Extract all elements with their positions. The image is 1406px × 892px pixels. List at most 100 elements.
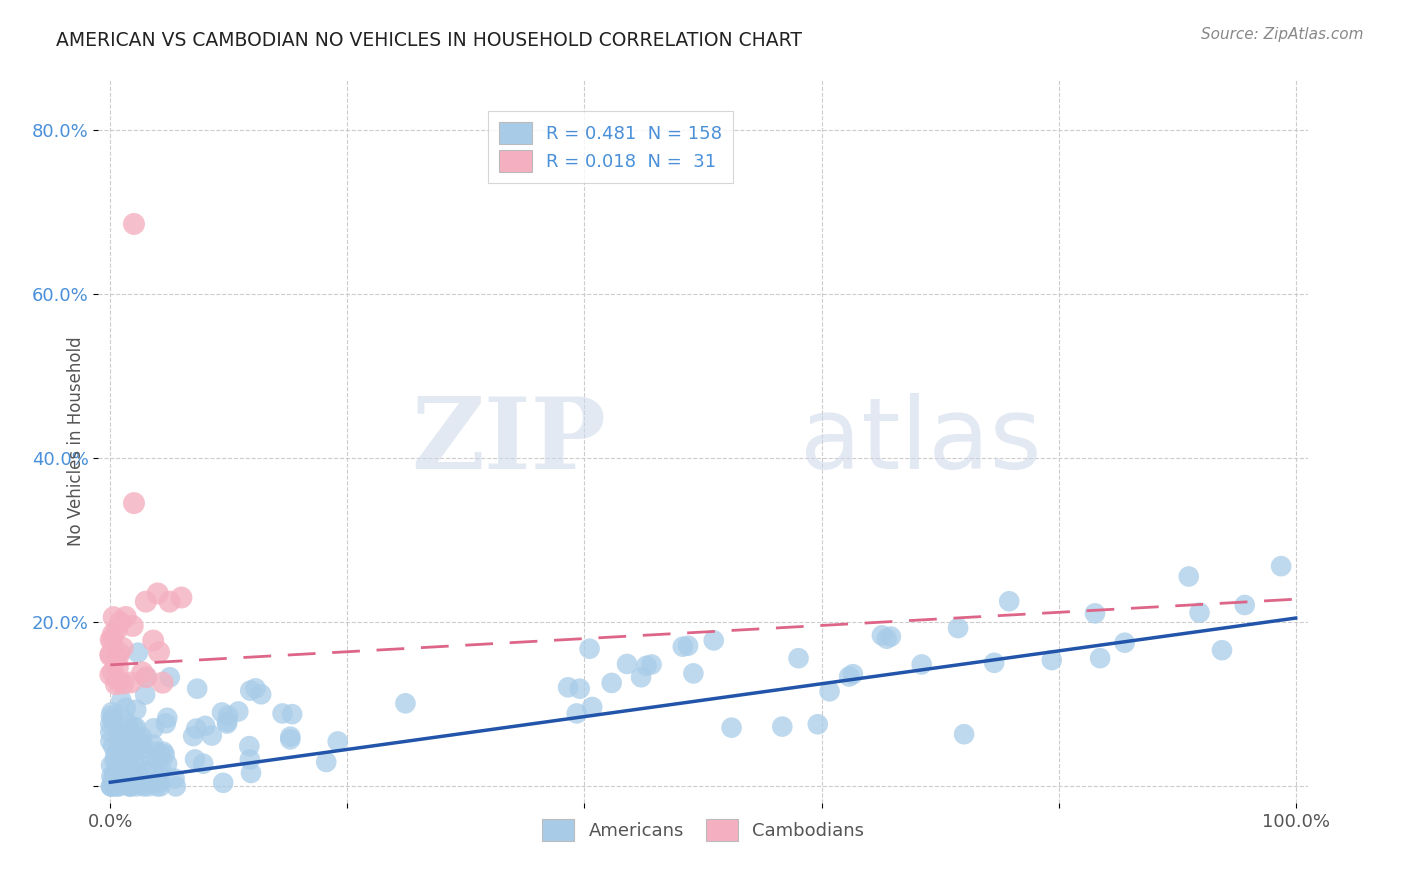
Point bbox=[117, 729, 139, 743]
Text: ZIP: ZIP bbox=[412, 393, 606, 490]
Point bbox=[211, 706, 233, 720]
Point bbox=[676, 639, 699, 653]
Point bbox=[103, 739, 125, 754]
Point bbox=[100, 780, 122, 794]
Point bbox=[98, 717, 121, 731]
Point bbox=[120, 780, 142, 794]
Point bbox=[703, 633, 725, 648]
Point bbox=[107, 744, 129, 758]
Point bbox=[838, 669, 860, 683]
Point bbox=[568, 681, 591, 696]
Point bbox=[394, 696, 416, 710]
Point bbox=[107, 725, 129, 739]
Point bbox=[121, 619, 143, 633]
Point bbox=[108, 780, 131, 794]
Point bbox=[100, 734, 122, 748]
Point bbox=[770, 720, 793, 734]
Point bbox=[149, 780, 172, 794]
Point bbox=[104, 677, 127, 691]
Point bbox=[104, 748, 127, 763]
Y-axis label: No Vehicles in Household: No Vehicles in Household bbox=[66, 336, 84, 547]
Point bbox=[108, 645, 131, 659]
Point bbox=[186, 681, 208, 696]
Point bbox=[1114, 636, 1136, 650]
Point bbox=[720, 721, 742, 735]
Point bbox=[111, 640, 134, 655]
Point bbox=[184, 752, 207, 766]
Point bbox=[636, 658, 658, 673]
Point bbox=[117, 719, 139, 733]
Point bbox=[101, 665, 124, 679]
Point bbox=[146, 754, 169, 768]
Point bbox=[110, 756, 132, 771]
Point bbox=[108, 741, 131, 756]
Point bbox=[118, 743, 141, 757]
Point bbox=[122, 738, 145, 752]
Point bbox=[100, 706, 122, 720]
Point bbox=[103, 767, 125, 781]
Point bbox=[118, 780, 141, 794]
Point bbox=[315, 755, 337, 769]
Point bbox=[217, 714, 239, 729]
Point bbox=[911, 657, 934, 672]
Point bbox=[1088, 651, 1111, 665]
Point bbox=[114, 701, 136, 715]
Point bbox=[170, 591, 193, 605]
Point bbox=[983, 656, 1005, 670]
Point bbox=[165, 780, 187, 794]
Point bbox=[101, 632, 124, 647]
Point bbox=[870, 628, 893, 642]
Point bbox=[998, 594, 1021, 608]
Point bbox=[201, 729, 224, 743]
Point bbox=[114, 740, 136, 755]
Point bbox=[1084, 607, 1107, 621]
Point bbox=[107, 674, 129, 689]
Point bbox=[226, 705, 249, 719]
Point bbox=[807, 717, 830, 731]
Point bbox=[103, 711, 125, 725]
Point bbox=[115, 756, 138, 770]
Point bbox=[142, 738, 165, 752]
Point bbox=[159, 670, 181, 684]
Point bbox=[149, 747, 172, 762]
Point bbox=[1233, 598, 1256, 612]
Point bbox=[101, 772, 124, 786]
Point bbox=[149, 770, 172, 784]
Point bbox=[1177, 569, 1199, 583]
Point bbox=[946, 621, 969, 635]
Point bbox=[100, 648, 122, 663]
Point bbox=[818, 684, 841, 698]
Point bbox=[149, 761, 172, 775]
Point bbox=[212, 776, 235, 790]
Point bbox=[105, 623, 128, 637]
Point bbox=[616, 657, 638, 671]
Point bbox=[125, 780, 148, 794]
Point bbox=[280, 730, 302, 744]
Point bbox=[640, 657, 662, 672]
Point bbox=[108, 615, 131, 629]
Point bbox=[103, 610, 125, 624]
Point bbox=[672, 640, 695, 654]
Point bbox=[121, 771, 143, 785]
Point bbox=[114, 713, 136, 727]
Point bbox=[100, 769, 122, 783]
Point bbox=[101, 627, 124, 641]
Point bbox=[98, 725, 121, 739]
Point bbox=[194, 719, 217, 733]
Point bbox=[114, 739, 136, 754]
Point bbox=[100, 647, 122, 661]
Point bbox=[142, 633, 165, 648]
Point bbox=[125, 720, 148, 734]
Point bbox=[215, 716, 238, 731]
Point bbox=[281, 707, 304, 722]
Point bbox=[122, 720, 145, 734]
Point bbox=[146, 780, 169, 794]
Point bbox=[557, 681, 579, 695]
Point bbox=[682, 666, 704, 681]
Point bbox=[127, 735, 149, 749]
Point bbox=[104, 779, 127, 793]
Point bbox=[876, 632, 898, 646]
Point bbox=[132, 736, 155, 750]
Point bbox=[135, 594, 157, 608]
Point bbox=[153, 747, 176, 762]
